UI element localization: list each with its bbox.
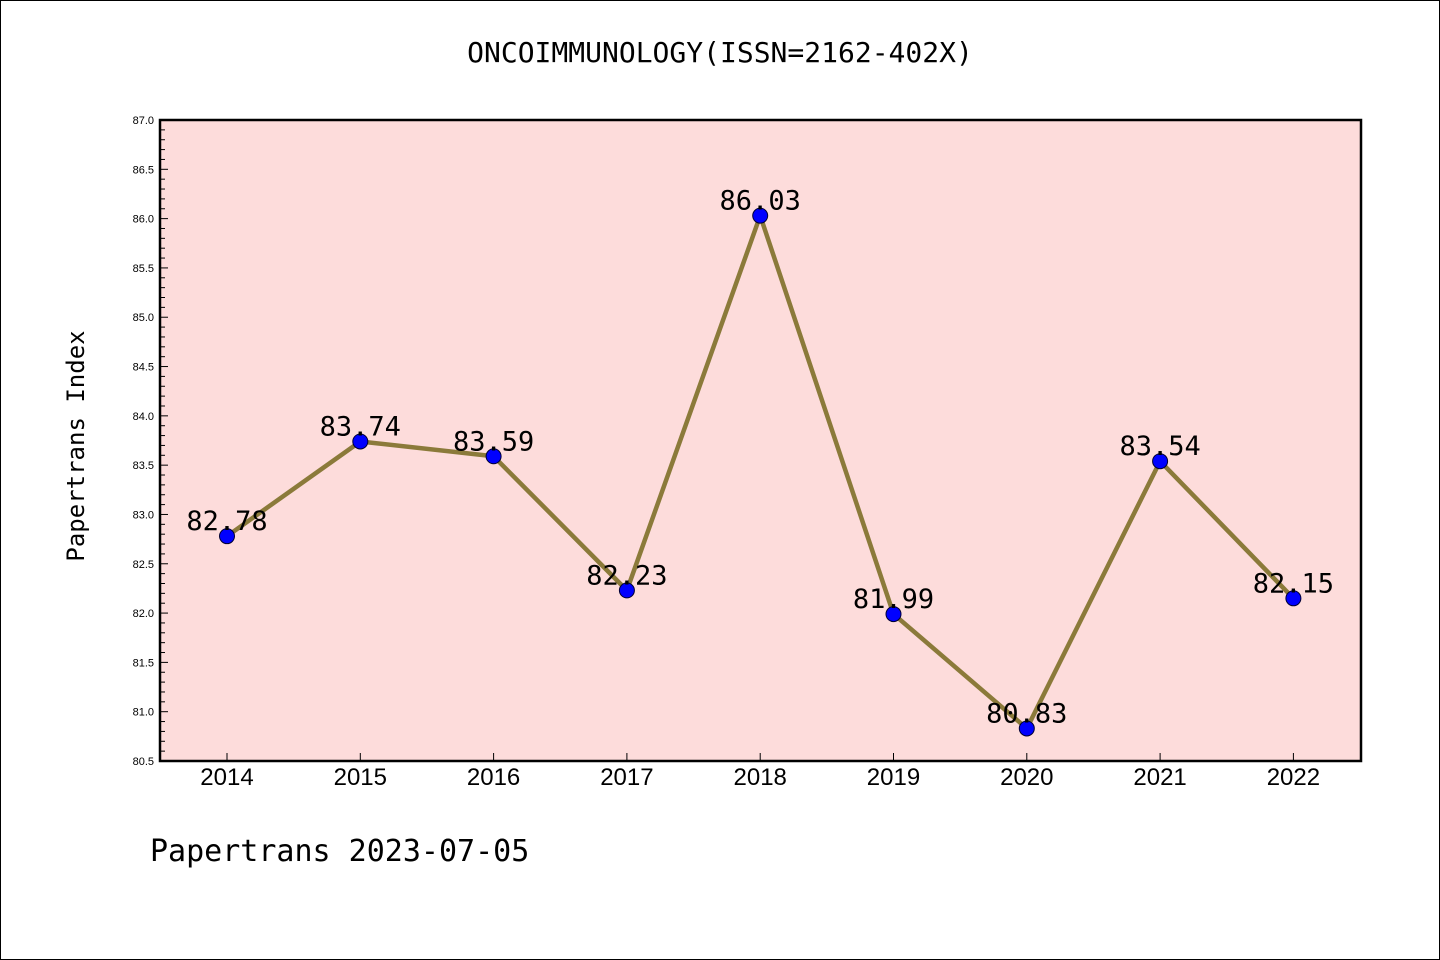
y-tick-label: 87.0 <box>133 115 154 127</box>
data-label: 83.74 <box>320 411 401 442</box>
x-tick-label: 2020 <box>1000 764 1053 791</box>
data-point <box>1285 590 1302 607</box>
y-tick-label: 85.5 <box>133 263 154 275</box>
plot-border <box>158 118 1363 763</box>
y-tick-label: 85.0 <box>133 312 154 324</box>
x-tick-label: 2021 <box>1133 764 1186 791</box>
footer-text: Papertrans 2023-07-05 <box>150 834 530 869</box>
y-tick-label: 81.5 <box>133 657 154 669</box>
y-tick-label: 82.0 <box>133 608 154 620</box>
y-tick-label: 86.0 <box>133 214 154 226</box>
data-label: 83.59 <box>453 426 534 457</box>
y-tick-label: 82.5 <box>133 559 154 571</box>
x-tick-label: 2019 <box>867 764 920 791</box>
x-tick-label: 2016 <box>467 764 520 791</box>
data-point <box>352 433 369 450</box>
y-tick-label: 86.5 <box>133 164 154 176</box>
x-tick-label: 2017 <box>600 764 653 791</box>
x-tick-label: 2015 <box>334 764 387 791</box>
x-tick-label: 2018 <box>734 764 787 791</box>
data-point <box>885 606 902 623</box>
x-tick-label: 2022 <box>1267 764 1320 791</box>
y-tick-label: 84.0 <box>133 411 154 423</box>
data-label: 82.23 <box>586 560 667 591</box>
data-label: 82.78 <box>186 506 267 537</box>
data-point <box>219 528 235 545</box>
x-tick-label: 2014 <box>200 764 253 791</box>
y-tick-label: 84.5 <box>133 362 154 374</box>
chart-title: ONCOIMMUNOLOGY(ISSN=2162-402X) <box>467 36 973 69</box>
data-label: 80.83 <box>986 698 1067 729</box>
data-point <box>485 448 502 465</box>
data-point <box>752 207 769 224</box>
y-tick-label: 83.5 <box>133 460 154 472</box>
data-label: 81.99 <box>853 584 934 615</box>
data-point <box>1152 453 1169 470</box>
data-point <box>618 582 635 599</box>
data-label: 86.03 <box>720 186 801 217</box>
data-label: 82.15 <box>1253 568 1334 599</box>
y-tick-label: 80.5 <box>133 756 154 768</box>
data-point <box>1018 720 1035 737</box>
data-label: 83.54 <box>1119 431 1200 462</box>
y-tick-label: 81.0 <box>133 707 154 719</box>
y-tick-label: 83.0 <box>133 509 154 521</box>
